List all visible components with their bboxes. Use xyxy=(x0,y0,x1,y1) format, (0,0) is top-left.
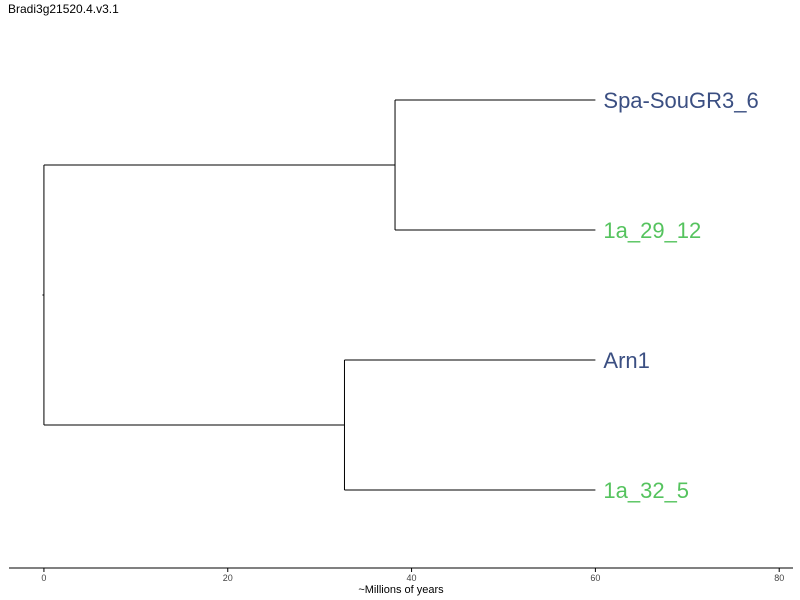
tip-labels: Spa-SouGR3_6 1a_29_12 Arn1 1a_32_5 xyxy=(603,88,758,503)
tip-label-Spa-SouGR3_6: Spa-SouGR3_6 xyxy=(603,88,758,113)
time-axis: 0 20 40 60 80 xyxy=(9,567,793,583)
x-tick-label: 80 xyxy=(774,573,784,583)
axis-title: ~Millions of years xyxy=(358,584,444,596)
x-tick-label: 20 xyxy=(223,573,233,583)
x-tick-label: 40 xyxy=(407,573,417,583)
tree-title: Bradi3g21520.4.v3.1 xyxy=(8,2,119,16)
tip-label-Arn1: Arn1 xyxy=(603,348,649,373)
tree-branches xyxy=(42,99,596,491)
tip-label-1a_29_12: 1a_29_12 xyxy=(603,218,701,243)
x-tick-label: 0 xyxy=(41,573,46,583)
tip-label-1a_32_5: 1a_32_5 xyxy=(603,478,689,503)
x-tick-label: 60 xyxy=(590,573,600,583)
